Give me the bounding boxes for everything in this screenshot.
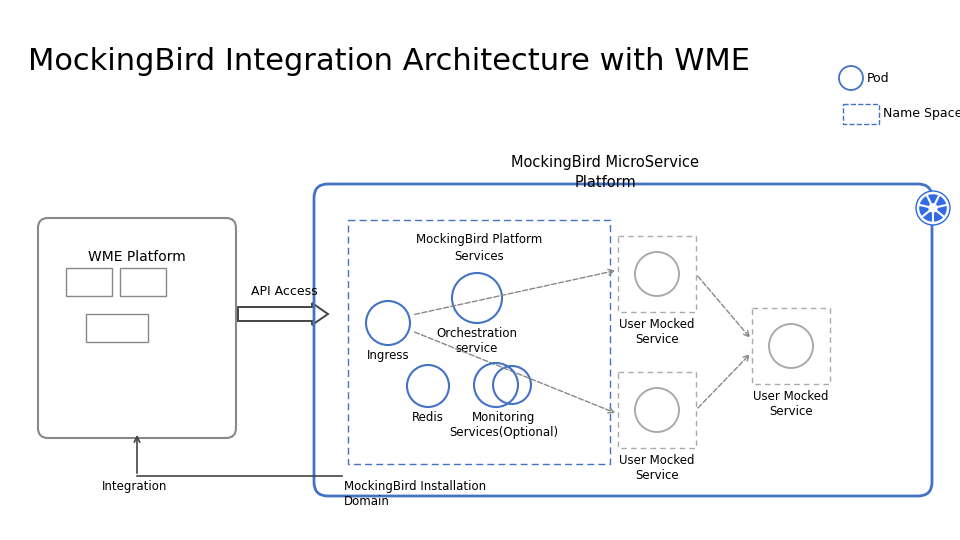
Circle shape	[916, 191, 950, 225]
FancyArrow shape	[238, 303, 328, 325]
Text: MockingBird Integration Architecture with WME: MockingBird Integration Architecture wit…	[28, 48, 750, 77]
Text: Monitoring
Services(Optional): Monitoring Services(Optional)	[449, 411, 559, 439]
Text: Integration: Integration	[103, 480, 168, 493]
Text: MockingBird Installation
Domain: MockingBird Installation Domain	[344, 480, 486, 508]
Text: MockingBird Platform
Services: MockingBird Platform Services	[416, 233, 542, 263]
Circle shape	[929, 204, 937, 212]
Text: User Mocked
Service: User Mocked Service	[754, 390, 828, 418]
Text: Name Space: Name Space	[883, 107, 960, 120]
Text: Orchestration
service: Orchestration service	[437, 327, 517, 355]
Text: WME Platform: WME Platform	[88, 250, 186, 264]
Text: Pod: Pod	[867, 71, 890, 84]
Text: API Access: API Access	[251, 285, 318, 298]
Text: Redis: Redis	[412, 411, 444, 424]
Text: User Mocked
Service: User Mocked Service	[619, 318, 695, 346]
Text: User Mocked
Service: User Mocked Service	[619, 454, 695, 482]
Text: Ingress: Ingress	[367, 349, 409, 362]
Text: MockingBird MicroService
Platform: MockingBird MicroService Platform	[511, 155, 699, 190]
